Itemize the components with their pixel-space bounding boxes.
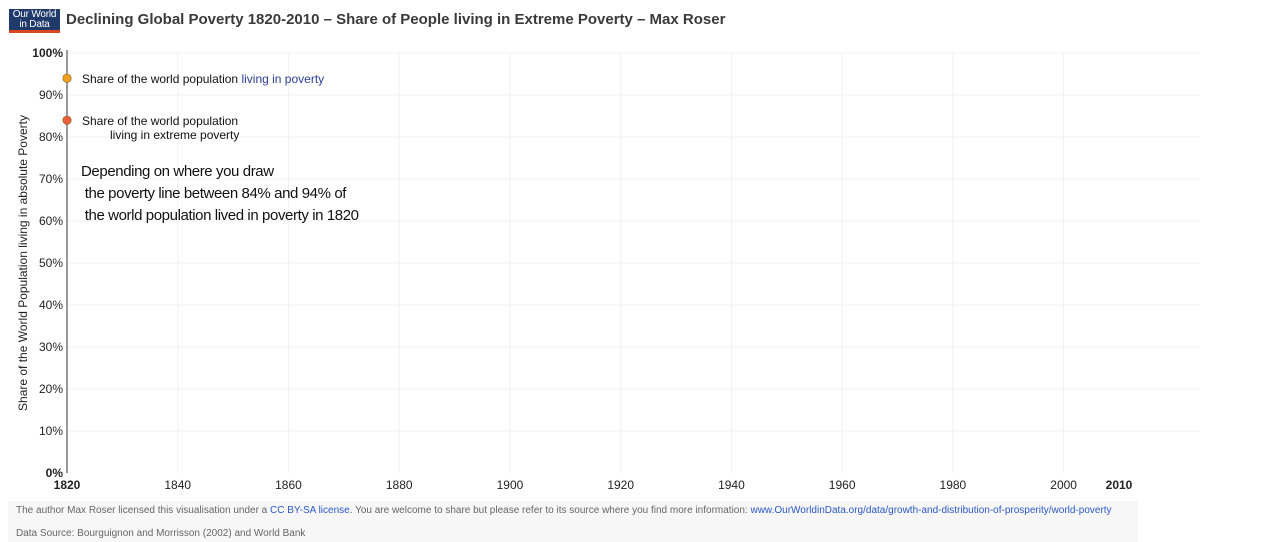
y-tick-label: 30%	[39, 340, 63, 354]
y-tick-label: 10%	[39, 424, 63, 438]
x-tick-labels: 1820 1840 1860 1880 1900 1920 1940 1960 1980 2000…	[54, 478, 1133, 492]
annotation-line-2: the poverty line between 84% and 94% of	[81, 185, 347, 202]
license-line: The author Max Roser licensed this visua…	[16, 505, 1112, 516]
y-tick-label: 80%	[39, 130, 63, 144]
x-tick-label: 1960	[829, 478, 856, 492]
logo-line-2: in Data	[19, 19, 50, 30]
x-tick-label: 1840	[164, 478, 191, 492]
source-link[interactable]: www.OurWorldinData.org/data/growth-and-d…	[750, 505, 1112, 516]
x-tick-label: 1860	[275, 478, 302, 492]
y-axis-label: Share of the World Population living in …	[16, 115, 30, 411]
data-point-series-0	[62, 73, 72, 83]
license-link[interactable]: CC BY-SA license	[270, 505, 350, 516]
logo-line-1: Our World	[12, 9, 57, 20]
grid-lines	[67, 52, 1200, 473]
legend: Share of the world population living in …	[82, 72, 324, 142]
poverty-chart: 0%10%20%30%40%50%60%70%80%90%100% 1820 18…	[16, 46, 1200, 492]
chart-title: Declining Global Poverty 1820-2010 – Sha…	[66, 11, 726, 28]
x-tick-label: 2010	[1106, 478, 1133, 492]
annotation-line-3: the world population lived in poverty in…	[81, 207, 359, 224]
data-point-series-1	[62, 115, 72, 125]
x-tick-label: 1920	[607, 478, 634, 492]
x-tick-label: 1980	[940, 478, 967, 492]
y-tick-label: 100%	[32, 46, 63, 60]
x-tick-label: 1880	[386, 478, 413, 492]
legend-label-1: Share of the world population living in e…	[82, 114, 239, 142]
y-tick-labels: 0% 10% 20% 30% 40% 50% 60% 70% 80% 90% 100%	[32, 46, 63, 480]
data-source: Data Source: Bourguignon and Morrisson (…	[16, 528, 306, 539]
y-tick-label: 40%	[39, 298, 63, 312]
x-tick-label: 2000	[1050, 478, 1077, 492]
chart-annotation: Depending on where you draw the poverty …	[81, 161, 359, 227]
y-tick-label: 90%	[39, 88, 63, 102]
x-tick-label: 1940	[718, 478, 745, 492]
y-tick-label: 20%	[39, 382, 63, 396]
annotation-line-1: Depending on where you draw	[81, 163, 274, 180]
license-middle: . You are welcome to share but please re…	[349, 505, 751, 516]
x-tick-label: 1820	[54, 478, 81, 492]
y-tick-label: 60%	[39, 214, 63, 228]
footer: The author Max Roser licensed this visua…	[8, 501, 1138, 542]
x-tick-label: 1900	[497, 478, 524, 492]
y-tick-label: 50%	[39, 256, 63, 270]
y-tick-label: 0%	[46, 466, 64, 480]
data-points	[62, 73, 72, 125]
owid-logo: Our World in Data	[9, 9, 60, 33]
license-prefix: The author Max Roser licensed this visua…	[16, 505, 271, 516]
y-tick-label: 70%	[39, 172, 63, 186]
legend-label-0: Share of the world population living in …	[82, 72, 324, 86]
